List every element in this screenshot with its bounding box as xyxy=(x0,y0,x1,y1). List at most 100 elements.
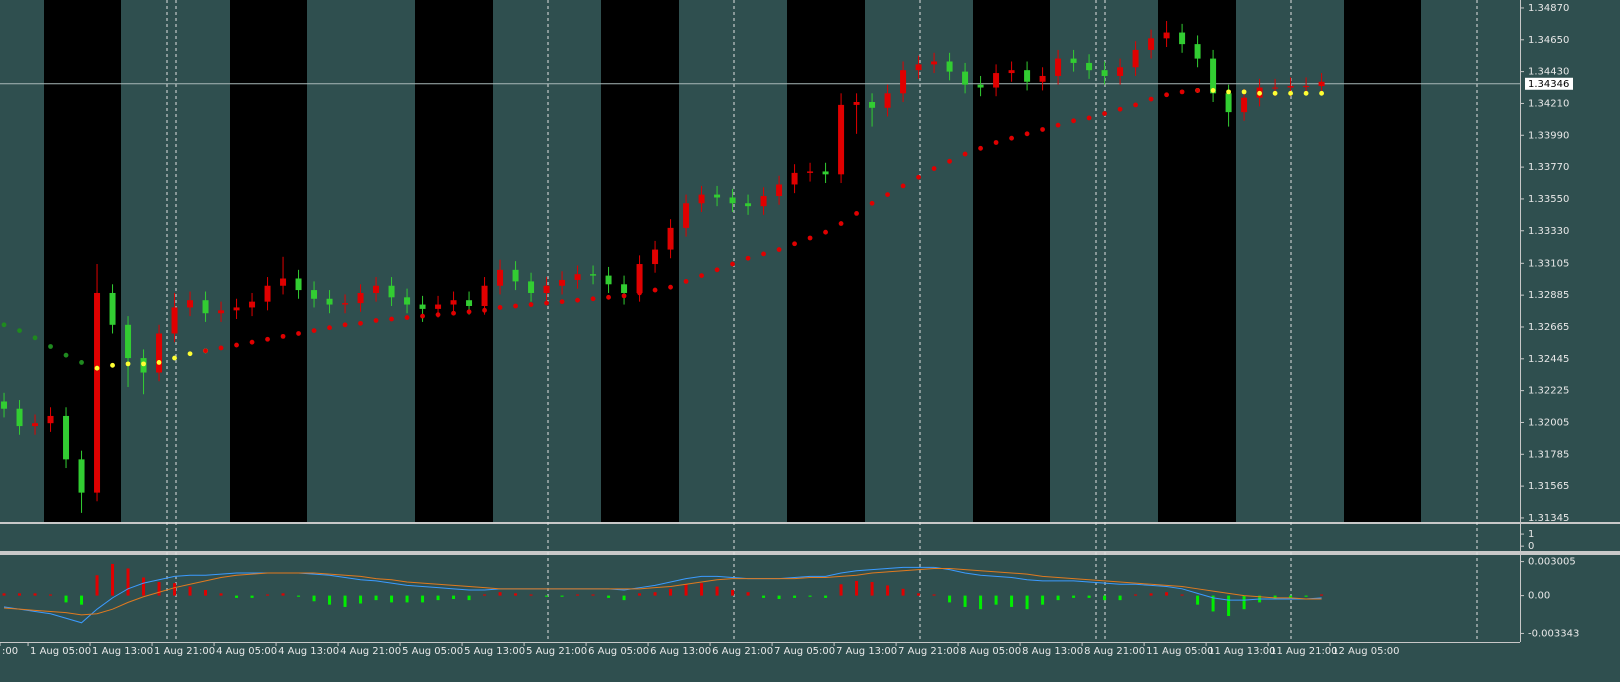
indicator-dot xyxy=(497,305,503,310)
histogram-bar xyxy=(1273,595,1277,599)
histogram-bar xyxy=(777,595,781,599)
indicator-dot xyxy=(94,365,100,371)
indicator-line xyxy=(3,566,1322,624)
indicator-dot xyxy=(528,302,534,307)
indicator-dot xyxy=(48,344,53,349)
histogram-bar xyxy=(591,594,595,596)
indicator-dot xyxy=(389,316,394,322)
x-tick-label: 4 Aug 05:00 xyxy=(216,646,277,657)
histogram-bar xyxy=(762,595,766,598)
indicator-dot xyxy=(1241,89,1247,95)
indicator-dot xyxy=(606,294,611,300)
x-tick-label: 7 Aug 05:00 xyxy=(774,646,835,657)
indicator-dot xyxy=(1272,90,1278,96)
session-band xyxy=(415,0,493,522)
indicator-dot xyxy=(1102,111,1107,116)
histogram-bar xyxy=(1180,594,1184,596)
indicator-dot xyxy=(1257,90,1262,96)
histogram-bar xyxy=(142,577,146,596)
y-tick-label: 0 xyxy=(1528,541,1534,552)
x-tick-label: 6 Aug 05:00 xyxy=(588,646,649,657)
candle-body xyxy=(47,415,54,424)
histogram-bar xyxy=(1072,595,1076,598)
indicator-dot xyxy=(296,331,301,336)
histogram-bar xyxy=(436,595,440,601)
x-tick-label: 6 Aug 21:00 xyxy=(712,646,773,657)
candle-body xyxy=(853,101,860,105)
axis-separator xyxy=(1520,0,1521,642)
x-tick-label: 11 Aug 05:00 xyxy=(1146,646,1213,657)
candle-body xyxy=(357,292,364,304)
candle-body xyxy=(822,171,829,175)
candle-body xyxy=(946,61,953,72)
histogram-bar xyxy=(266,594,270,596)
histogram-bar xyxy=(839,584,843,596)
candle-body xyxy=(745,203,752,207)
histogram-bar xyxy=(870,582,874,596)
histogram-bar xyxy=(793,595,797,598)
histogram-bar xyxy=(1165,592,1169,596)
y-tick-label: 1.34650 xyxy=(1528,35,1569,46)
candle-body xyxy=(698,194,705,204)
indicator-dot xyxy=(730,261,735,267)
candle-body xyxy=(78,459,85,493)
candle-body xyxy=(1024,70,1031,82)
indicator-dot xyxy=(621,293,627,299)
histogram-bar xyxy=(669,588,673,596)
indicator-dot xyxy=(203,348,208,354)
axis-bottom xyxy=(0,642,1520,643)
indicator-dot xyxy=(265,336,270,342)
histogram-bar xyxy=(994,595,998,605)
candle-body xyxy=(605,275,612,285)
candle-body xyxy=(1008,70,1015,74)
candle-body xyxy=(1039,75,1046,82)
histogram-bar xyxy=(204,589,208,596)
histogram-bar xyxy=(731,589,735,596)
indicator-dot xyxy=(1133,102,1138,108)
histogram-bar xyxy=(126,568,130,596)
candle-body xyxy=(233,307,240,311)
histogram-bar xyxy=(1242,595,1246,610)
x-tick-label: 5 Aug 13:00 xyxy=(464,646,525,657)
indicator-dot xyxy=(110,362,115,368)
histogram-bar xyxy=(250,595,254,598)
x-tick-label: 4 Aug 21:00 xyxy=(340,646,401,657)
indicator-dot xyxy=(1071,118,1076,124)
x-tick-label: 12 Aug 05:00 xyxy=(1332,646,1399,657)
indicator-dot xyxy=(1,322,7,328)
histogram-bar xyxy=(235,595,239,598)
current-price-box xyxy=(1525,77,1573,90)
x-tick-label: 11 Aug 13:00 xyxy=(1208,646,1275,657)
session-band xyxy=(230,0,307,522)
session-band xyxy=(1158,0,1236,522)
y-tick-label: 1.33990 xyxy=(1528,130,1569,141)
histogram-bar xyxy=(529,594,533,596)
indicator-dot xyxy=(916,174,921,180)
candle-body xyxy=(760,196,767,207)
histogram-bar xyxy=(715,586,719,596)
x-tick-label: 8 Aug 13:00 xyxy=(1022,646,1083,657)
x-tick-label: 7 Aug 13:00 xyxy=(836,646,897,657)
indicator-dot xyxy=(1195,88,1200,93)
candle-body xyxy=(776,184,783,197)
panel-separator xyxy=(0,522,1620,524)
x-tick-label: 1 Aug 05:00 xyxy=(30,646,91,657)
candle-body xyxy=(528,281,535,293)
candle-body xyxy=(419,304,426,309)
candle-body xyxy=(264,285,271,302)
histogram-bar xyxy=(359,595,363,604)
candle-body xyxy=(32,423,39,427)
indicator-dot xyxy=(559,299,565,305)
indicator-dot xyxy=(668,284,673,290)
x-tick-label: 1 Aug 13:00 xyxy=(92,646,153,657)
histogram-bar xyxy=(219,593,223,596)
indicator-dot xyxy=(652,287,658,293)
candle-body xyxy=(1287,86,1294,88)
histogram-bar xyxy=(1041,595,1045,605)
indicator-dot xyxy=(187,351,193,357)
indicator-dot xyxy=(947,158,952,164)
x-tick-label: 4 Aug 13:00 xyxy=(278,646,339,657)
candle-body xyxy=(590,274,597,276)
indicator-dot xyxy=(823,229,828,235)
